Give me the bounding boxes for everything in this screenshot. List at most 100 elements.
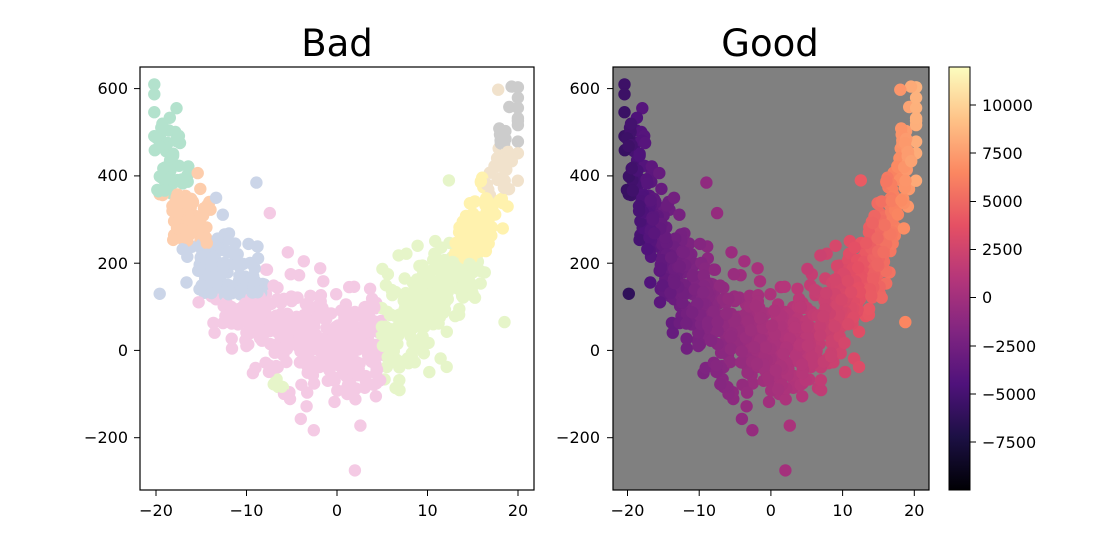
bad-scatter-point xyxy=(324,341,337,354)
bad-scatter-point xyxy=(216,208,229,221)
bad-scatter-point xyxy=(471,245,484,259)
bad-scatter-point xyxy=(309,341,323,354)
good-scatter-point xyxy=(894,83,907,96)
bad-scatter-point xyxy=(193,262,206,275)
good-y-axis: 600 400 200 0 −200 xyxy=(556,79,613,447)
good-scatter-point xyxy=(875,291,888,304)
bad-scatter-point xyxy=(277,292,291,305)
bad-points xyxy=(148,78,525,477)
bad-scatter-point xyxy=(286,293,299,306)
bad-scatter-point xyxy=(328,395,341,409)
bad-scatter-point xyxy=(167,233,180,247)
good-scatter-point xyxy=(801,339,814,352)
good-scatter-point xyxy=(813,320,827,333)
bad-scatter-point xyxy=(511,91,525,104)
bad-scatter-point xyxy=(458,272,471,286)
good-scatter-point xyxy=(875,195,888,208)
bad-scatter-point xyxy=(264,316,277,329)
bad-scatter-point xyxy=(267,378,280,391)
good-scatter-point xyxy=(805,350,818,364)
good-scatter-point xyxy=(725,246,738,259)
bad-y-axis: 600 400 200 0 −200 xyxy=(84,79,140,447)
bad-scatter-point xyxy=(423,365,436,379)
bad-xtick-label: −20 xyxy=(139,501,173,520)
good-scatter-point xyxy=(878,218,891,232)
bad-scatter-point xyxy=(156,117,169,130)
good-xtick-label: −10 xyxy=(682,501,716,520)
good-scatter-point xyxy=(653,296,667,309)
bad-scatter-point xyxy=(493,194,506,207)
good-scatter-point xyxy=(835,293,848,306)
bad-scatter-point xyxy=(489,208,502,221)
good-scatter-point xyxy=(666,326,679,339)
good-scatter-point xyxy=(648,227,661,240)
good-scatter-point xyxy=(632,204,646,218)
bad-scatter-point xyxy=(455,289,469,303)
good-scatter-point xyxy=(735,412,749,426)
colorbar-tick-label: 0 xyxy=(982,288,992,307)
good-scatter-point xyxy=(724,330,738,343)
good-scatter-point xyxy=(692,339,705,353)
good-scatter-point xyxy=(866,272,880,286)
good-scatter-point xyxy=(885,194,898,208)
good-x-axis: −20 −10 0 10 20 xyxy=(611,490,924,520)
good-scatter-point xyxy=(654,262,667,275)
bad-scatter-point xyxy=(225,332,238,345)
bad-scatter-point xyxy=(249,361,262,375)
bad-scatter-point xyxy=(393,374,406,387)
good-scatter-point xyxy=(644,276,657,289)
bad-scatter-point xyxy=(250,176,263,189)
colorbar-tick-label: −2500 xyxy=(982,337,1036,356)
good-scatter-point xyxy=(814,329,827,342)
good-scatter-point xyxy=(871,231,884,245)
bad-scatter-point xyxy=(153,139,166,153)
good-scatter-point xyxy=(641,243,654,256)
good-scatter-point xyxy=(741,366,754,379)
bad-scatter-point xyxy=(317,311,330,325)
good-scatter-point xyxy=(877,245,890,259)
bad-scatter-point xyxy=(294,345,307,358)
good-scatter-point xyxy=(905,155,918,168)
bad-ytick-label: 400 xyxy=(97,166,128,185)
good-scatter-point xyxy=(707,305,720,318)
good-scatter-point xyxy=(838,336,851,350)
good-scatter-point xyxy=(909,111,923,125)
bad-scatter-point xyxy=(349,393,362,406)
good-scatter-point xyxy=(622,287,635,300)
bad-xtick-label: 20 xyxy=(508,501,528,520)
good-scatter-point xyxy=(778,280,791,293)
bad-scatter-point xyxy=(457,216,470,230)
good-scatter-point xyxy=(633,149,646,162)
good-xtick-label: 20 xyxy=(904,501,924,520)
good-scatter-point xyxy=(852,325,866,338)
bad-scatter-point xyxy=(453,302,466,316)
good-scatter-point xyxy=(852,261,865,274)
good-scatter-point xyxy=(740,386,754,399)
good-scatter-point xyxy=(622,139,635,153)
bad-scatter-point xyxy=(255,334,269,347)
bad-scatter-point xyxy=(238,297,252,310)
bad-scatter-point xyxy=(492,83,505,96)
bad-scatter-point xyxy=(205,286,218,300)
good-scatter-point xyxy=(686,269,699,282)
good-scatter-point xyxy=(756,321,769,335)
good-scatter-point xyxy=(777,347,790,360)
good-scatter-point xyxy=(904,80,918,93)
good-scatter-point xyxy=(735,345,748,358)
good-scatter-point xyxy=(704,334,718,347)
bad-scatter-point xyxy=(206,251,219,264)
good-scatter-point xyxy=(788,321,802,334)
good-scatter-point xyxy=(673,208,686,221)
good-scatter-point xyxy=(880,175,893,188)
good-scatter-point xyxy=(664,251,678,264)
good-scatter-point xyxy=(909,174,923,187)
bad-scatter-point xyxy=(259,305,272,318)
good-ytick-label: 200 xyxy=(569,254,600,273)
good-scatter-point xyxy=(655,182,668,196)
good-scatter-point xyxy=(796,367,809,380)
bad-scatter-point xyxy=(235,283,249,296)
bad-scatter-point xyxy=(347,280,361,293)
bad-scatter-point xyxy=(170,102,183,115)
bad-scatter-point xyxy=(166,149,180,162)
bad-scatter-point xyxy=(346,347,359,360)
